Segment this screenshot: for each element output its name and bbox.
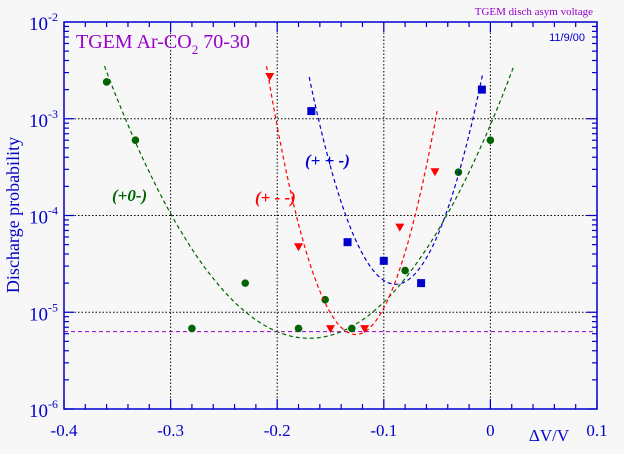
x-tick-label: -0.1: [370, 421, 397, 440]
y-axis-label: Discharge probability: [3, 137, 23, 293]
series-label: (+ + -): [305, 151, 350, 170]
x-tick-label: 0.1: [586, 421, 607, 440]
data-point-triangle: [326, 325, 335, 334]
data-point-circle: [454, 168, 463, 177]
data-point-square: [477, 85, 486, 94]
series-label: (+ - -): [255, 188, 296, 207]
x-tick-label: -0.4: [51, 421, 78, 440]
y-tick-label: 10-3: [29, 107, 58, 132]
data-point-square: [417, 279, 426, 288]
chart-title: TGEM Ar-CO2 70-30: [76, 31, 250, 57]
data-point-triangle: [294, 243, 304, 252]
x-tick-label: 0: [486, 421, 495, 440]
x-tick-label: -0.3: [157, 421, 184, 440]
x-axis-label: ΔV/V: [529, 426, 570, 445]
fit-curve-2: [308, 72, 484, 285]
data-point-triangle: [395, 223, 405, 232]
y-tick-label: 10-4: [29, 204, 58, 229]
data-point-square: [307, 107, 316, 116]
data-point-circle: [241, 279, 250, 287]
data-point-triangle: [265, 73, 275, 82]
fit-curve-0: [103, 65, 515, 339]
data-point-circle: [102, 78, 111, 86]
y-tick-label: 10-6: [29, 397, 58, 422]
y-tick-label: 10-2: [29, 10, 58, 35]
data-point-circle: [348, 324, 356, 333]
data-point-circle: [294, 324, 303, 333]
series-label: (+0-): [112, 186, 147, 205]
data-point-square: [379, 256, 388, 265]
data-point-circle: [188, 324, 196, 333]
data-point-triangle: [430, 168, 440, 177]
data-point-circle: [486, 136, 495, 145]
data-point-circle: [131, 136, 140, 145]
data-point-circle: [401, 266, 409, 275]
date-label: 11/9/00: [549, 32, 585, 44]
x-tick-label: -0.2: [264, 421, 291, 440]
corner-title: TGEM disch asym voltage: [475, 6, 593, 18]
data-point-triangle: [360, 325, 370, 334]
y-tick-label: 10-5: [29, 300, 58, 325]
data-point-square: [343, 238, 352, 247]
